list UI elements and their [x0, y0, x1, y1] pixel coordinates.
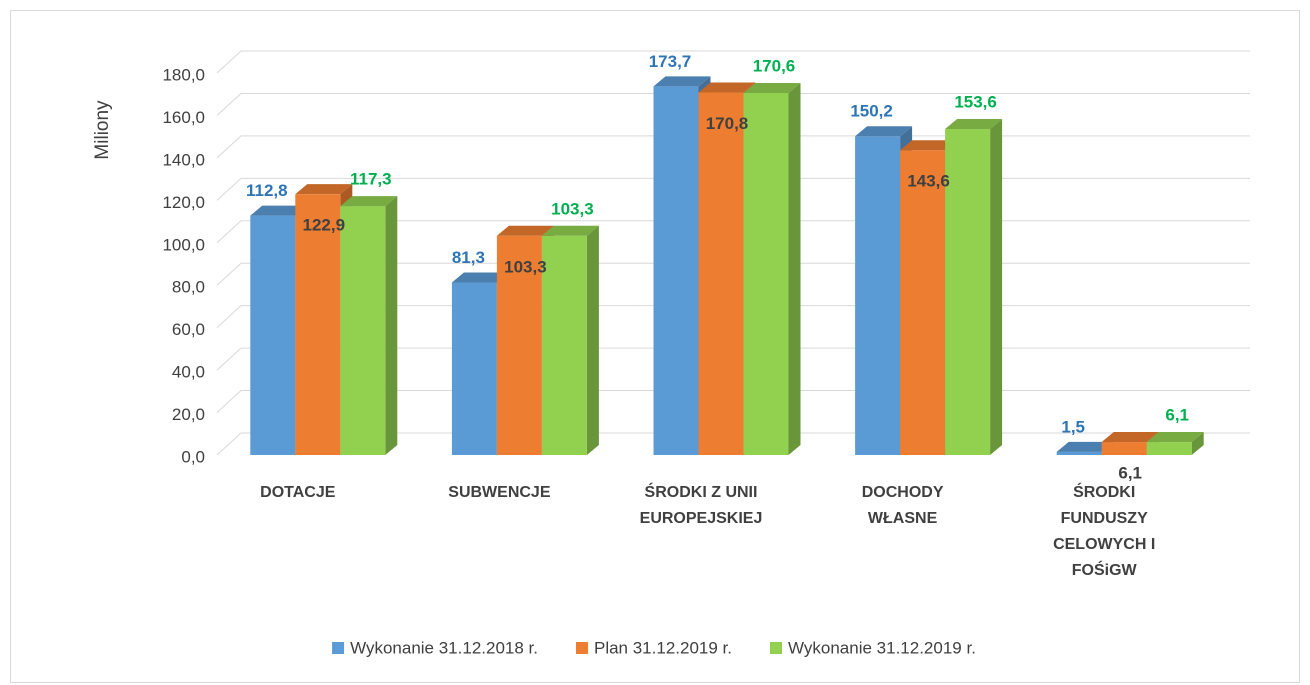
bar-top: [743, 82, 801, 93]
bar: [1056, 451, 1102, 455]
bar-side: [586, 225, 599, 455]
x-tick-label: SUBWENCJE: [448, 484, 551, 501]
y-tick-label: 80,0: [172, 278, 205, 297]
bar-top: [1146, 432, 1204, 443]
data-label: 122,9: [303, 216, 346, 235]
data-label: 143,6: [907, 172, 950, 191]
x-tick-label: DOCHODY WŁASNE: [861, 484, 944, 527]
data-label: 170,6: [753, 56, 796, 75]
legend-swatch: [575, 642, 588, 654]
data-label: 6,1: [1165, 406, 1189, 425]
legend-swatch: [332, 642, 345, 654]
x-tick-label: ŚRODKI Z UNII EUROPEJSKIEJ: [639, 484, 763, 527]
x-tick-label: DOTACJE: [260, 484, 336, 501]
legend-swatch: [770, 642, 783, 654]
bar: [340, 206, 386, 455]
bar: [653, 86, 699, 456]
data-label: 150,2: [850, 102, 893, 121]
bar-side: [788, 82, 801, 456]
bar-top: [1056, 441, 1114, 452]
bar: [250, 215, 296, 455]
bar: [541, 235, 587, 455]
bar-side: [385, 196, 398, 455]
y-tick-label: 0,0: [181, 447, 205, 466]
data-label: 6,1: [1118, 464, 1142, 483]
bar: [945, 129, 991, 455]
bar: [1101, 442, 1147, 455]
bar: [1146, 442, 1192, 455]
data-label: 1,5: [1061, 417, 1085, 436]
bar-top: [653, 76, 711, 87]
legend-label: Wykonanie 31.12.2019 r.: [788, 638, 976, 657]
y-tick-label: 100,0: [162, 235, 205, 254]
bar-top: [340, 196, 398, 207]
bar: [295, 194, 341, 455]
bar: [743, 92, 789, 456]
bar-top: [900, 140, 958, 151]
bar: [698, 92, 744, 455]
y-tick-label: 20,0: [172, 405, 205, 424]
data-label: 173,7: [649, 52, 692, 71]
y-tick-label: 160,0: [162, 108, 205, 127]
data-label: 81,3: [452, 248, 485, 267]
y-tick-label: 140,0: [162, 150, 205, 169]
bar: [900, 150, 946, 455]
legend-label: Plan 31.12.2019 r.: [594, 638, 732, 657]
data-label: 117,3: [350, 170, 392, 189]
bar-top: [855, 126, 913, 137]
legend-label: Wykonanie 31.12.2018 r.: [350, 638, 538, 657]
y-tick-label: 60,0: [172, 320, 205, 339]
y-axis-label: Miliony: [92, 100, 113, 160]
bar: [496, 235, 542, 455]
grid-line: [216, 50, 1250, 74]
bar-top: [541, 225, 599, 236]
y-tick-label: 180,0: [162, 65, 205, 84]
x-tick-label: ŚRODKI FUNDUSZY CELOWYCH I FOŚiGW: [1053, 484, 1156, 579]
bar-top: [295, 184, 353, 195]
bar-top: [496, 225, 554, 236]
y-tick-label: 120,0: [162, 193, 205, 212]
bar-top: [250, 205, 308, 216]
bar: [451, 282, 497, 455]
data-label: 112,8: [246, 181, 288, 200]
data-label: 103,3: [551, 199, 594, 218]
data-label: 153,6: [954, 93, 997, 112]
grid-line: [216, 135, 1250, 159]
bar-top: [1101, 432, 1159, 443]
data-label: 103,3: [504, 257, 547, 276]
bar-top: [945, 119, 1003, 130]
y-tick-label: 40,0: [172, 363, 205, 382]
bar-side: [1191, 432, 1204, 455]
bar: [855, 136, 901, 455]
bar-side: [990, 119, 1003, 455]
bar-top: [698, 82, 756, 93]
grid-line: [216, 92, 1250, 116]
bar-top: [451, 272, 509, 283]
data-label: 170,8: [706, 114, 749, 133]
